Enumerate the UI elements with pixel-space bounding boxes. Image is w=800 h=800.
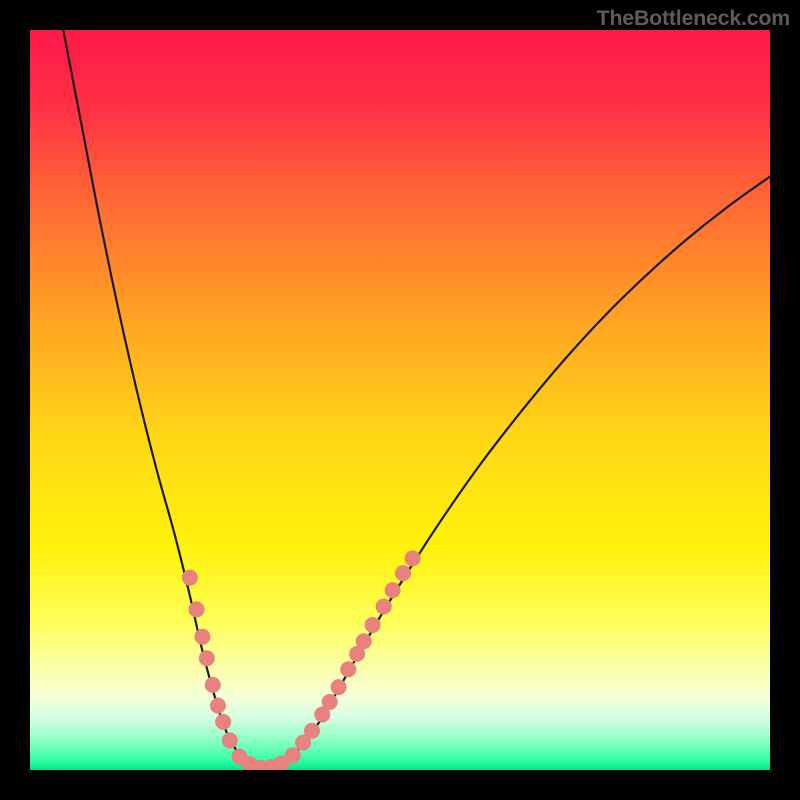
marker-dot — [199, 650, 215, 666]
plot-area — [30, 30, 770, 770]
bottleneck-chart-svg — [30, 30, 770, 770]
marker-dot — [222, 732, 238, 748]
marker-dot — [205, 677, 221, 693]
chart-frame: TheBottleneck.com — [0, 0, 800, 800]
marker-dot — [395, 565, 411, 581]
marker-dot — [285, 747, 301, 763]
marker-dot — [210, 698, 226, 714]
marker-dot — [365, 617, 381, 633]
marker-dot — [405, 550, 421, 566]
marker-dot — [376, 598, 392, 614]
watermark-text: TheBottleneck.com — [597, 6, 790, 31]
marker-dot — [356, 633, 372, 649]
gradient-background — [30, 30, 770, 770]
marker-dot — [182, 570, 198, 586]
marker-dot — [331, 679, 347, 695]
marker-dot — [385, 582, 401, 598]
marker-dot — [215, 714, 231, 730]
marker-dot — [304, 723, 320, 739]
marker-dot — [194, 629, 210, 645]
marker-dot — [340, 661, 356, 677]
marker-dot — [189, 601, 205, 617]
marker-dot — [322, 694, 338, 710]
